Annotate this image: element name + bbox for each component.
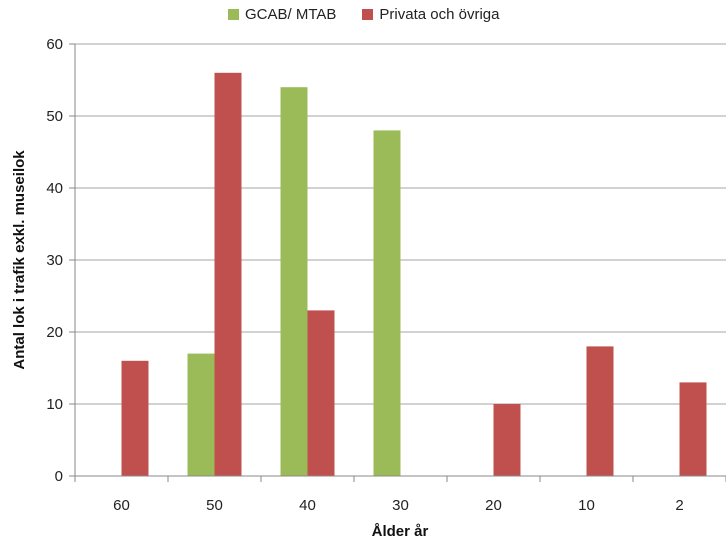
x-tick-label: 40	[299, 497, 316, 514]
x-tick-label: 20	[485, 497, 502, 514]
bar-privata-20	[493, 404, 521, 476]
bar-privata-40	[307, 310, 335, 476]
x-axis-title: Ålder år	[372, 523, 429, 540]
bar-privata-60	[121, 360, 149, 476]
bar-privata-50	[214, 72, 242, 477]
bars	[121, 72, 707, 477]
y-tick-labels: 0 10 20 30 40 50 60	[46, 36, 63, 485]
x-tick-label: 10	[578, 497, 595, 514]
y-tick-label: 30	[46, 252, 63, 269]
bar-gcab-30	[373, 130, 401, 476]
legend-item-privata: Privata och övriga	[362, 6, 499, 23]
y-tick-label: 20	[46, 324, 63, 341]
y-axis-title: Antal lok i trafik exkl. museilok	[11, 150, 28, 370]
x-tick-labels: 60 50 40 30 20 10 2	[113, 497, 684, 514]
y-tick-label: 0	[55, 468, 63, 485]
y-tick-label: 60	[46, 36, 63, 53]
y-tick-label: 10	[46, 396, 63, 413]
legend-label-gcab: GCAB/ MTAB	[245, 6, 337, 23]
bar-privata-10	[586, 346, 614, 476]
bar-privata-2	[679, 382, 707, 476]
legend-swatch-gcab	[228, 9, 239, 20]
y-tick-label: 50	[46, 108, 63, 125]
legend-item-gcab: GCAB/ MTAB	[228, 6, 336, 23]
bar-gcab-50	[187, 353, 215, 476]
x-tick-label: 60	[113, 497, 130, 514]
legend-label-privata: Privata och övriga	[379, 6, 500, 23]
y-tick-label: 40	[46, 180, 63, 197]
bar-gcab-40	[280, 87, 308, 476]
x-tick-label: 2	[675, 497, 683, 514]
legend-swatch-privata	[362, 9, 374, 20]
axes	[74, 44, 726, 477]
x-tick-label: 30	[392, 497, 409, 514]
legend: GCAB/ MTAB Privata och övriga	[228, 6, 525, 23]
x-tick-label: 50	[206, 497, 223, 514]
